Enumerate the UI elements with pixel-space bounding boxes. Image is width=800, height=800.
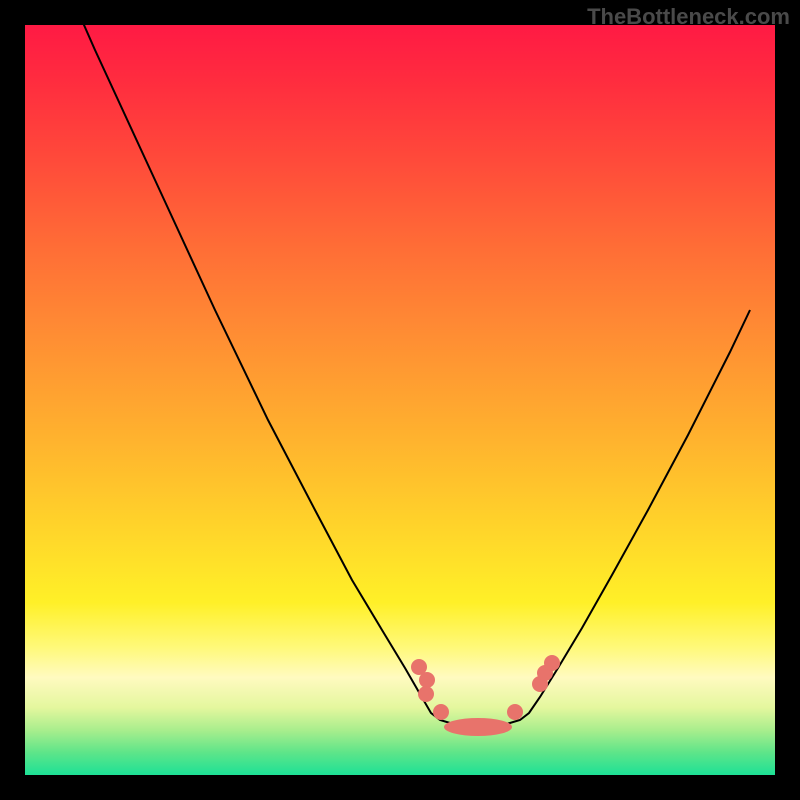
marker-stadium	[444, 718, 512, 736]
chart-container: TheBottleneck.com	[0, 0, 800, 800]
plot-area	[25, 25, 775, 775]
marker-dot	[507, 704, 523, 720]
watermark-text: TheBottleneck.com	[587, 4, 790, 30]
marker-dot	[418, 686, 434, 702]
curve-overlay	[25, 25, 775, 775]
marker-dot	[544, 655, 560, 671]
marker-group	[411, 655, 560, 736]
marker-dot	[433, 704, 449, 720]
marker-dot	[419, 672, 435, 688]
bottleneck-curve	[73, 25, 750, 728]
